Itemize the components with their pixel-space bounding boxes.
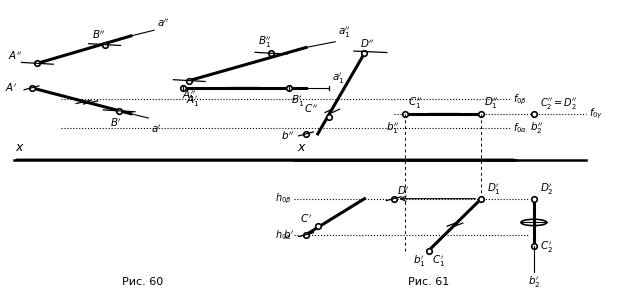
Text: $C'$: $C'$ — [300, 212, 312, 225]
Text: $b_2''$: $b_2''$ — [530, 120, 544, 136]
Text: $f_{0\beta}$: $f_{0\beta}$ — [513, 92, 528, 106]
Text: $C_1''$: $C_1''$ — [408, 95, 422, 111]
Text: $C''$: $C''$ — [304, 103, 318, 115]
Text: $a_1'$: $a_1'$ — [333, 71, 345, 86]
Text: $b_1'$: $b_1'$ — [413, 253, 426, 269]
Text: $b''$: $b''$ — [281, 129, 294, 142]
Text: $C_2'' = D_2''$: $C_2'' = D_2''$ — [540, 96, 577, 111]
Text: $b'$: $b'$ — [283, 229, 294, 241]
Text: $A'$: $A'$ — [4, 82, 17, 94]
Text: $h_{0\alpha}$: $h_{0\alpha}$ — [275, 228, 291, 242]
Text: $C_1'$: $C_1'$ — [432, 253, 445, 269]
Text: $A''$: $A''$ — [9, 49, 23, 62]
Text: $D_1'$: $D_1'$ — [487, 182, 501, 197]
Text: $C_2'$: $C_2'$ — [540, 240, 553, 255]
Text: Рис. 60: Рис. 60 — [122, 277, 163, 287]
Text: $f_{0\gamma}$: $f_{0\gamma}$ — [589, 106, 603, 121]
Text: $a_1''$: $a_1''$ — [338, 25, 351, 40]
Text: $D''$: $D''$ — [360, 38, 375, 50]
Text: $B''$: $B''$ — [92, 29, 106, 41]
Text: $D'$: $D'$ — [397, 184, 409, 196]
Text: $a'$: $a'$ — [151, 122, 162, 135]
Text: $x$: $x$ — [15, 141, 25, 154]
Text: $f_{0\alpha}$: $f_{0\alpha}$ — [513, 121, 528, 135]
Text: $B'$: $B'$ — [110, 117, 122, 129]
Text: $b_1''$: $b_1''$ — [386, 120, 399, 136]
Text: $D_1''$: $D_1''$ — [484, 95, 499, 111]
Text: $A_1''$: $A_1''$ — [182, 89, 196, 104]
Text: $h_{0\beta}$: $h_{0\beta}$ — [275, 192, 291, 206]
Text: Рис. 61: Рис. 61 — [408, 277, 449, 287]
Text: $x$: $x$ — [297, 141, 307, 154]
Text: $B_1'$: $B_1'$ — [291, 94, 305, 109]
Text: $D_2'$: $D_2'$ — [540, 182, 553, 197]
Text: $b_2'$: $b_2'$ — [528, 275, 540, 291]
Text: $A_1'$: $A_1'$ — [186, 94, 200, 109]
Text: $B_1''$: $B_1''$ — [259, 34, 272, 50]
Text: $a''$: $a''$ — [157, 16, 170, 29]
